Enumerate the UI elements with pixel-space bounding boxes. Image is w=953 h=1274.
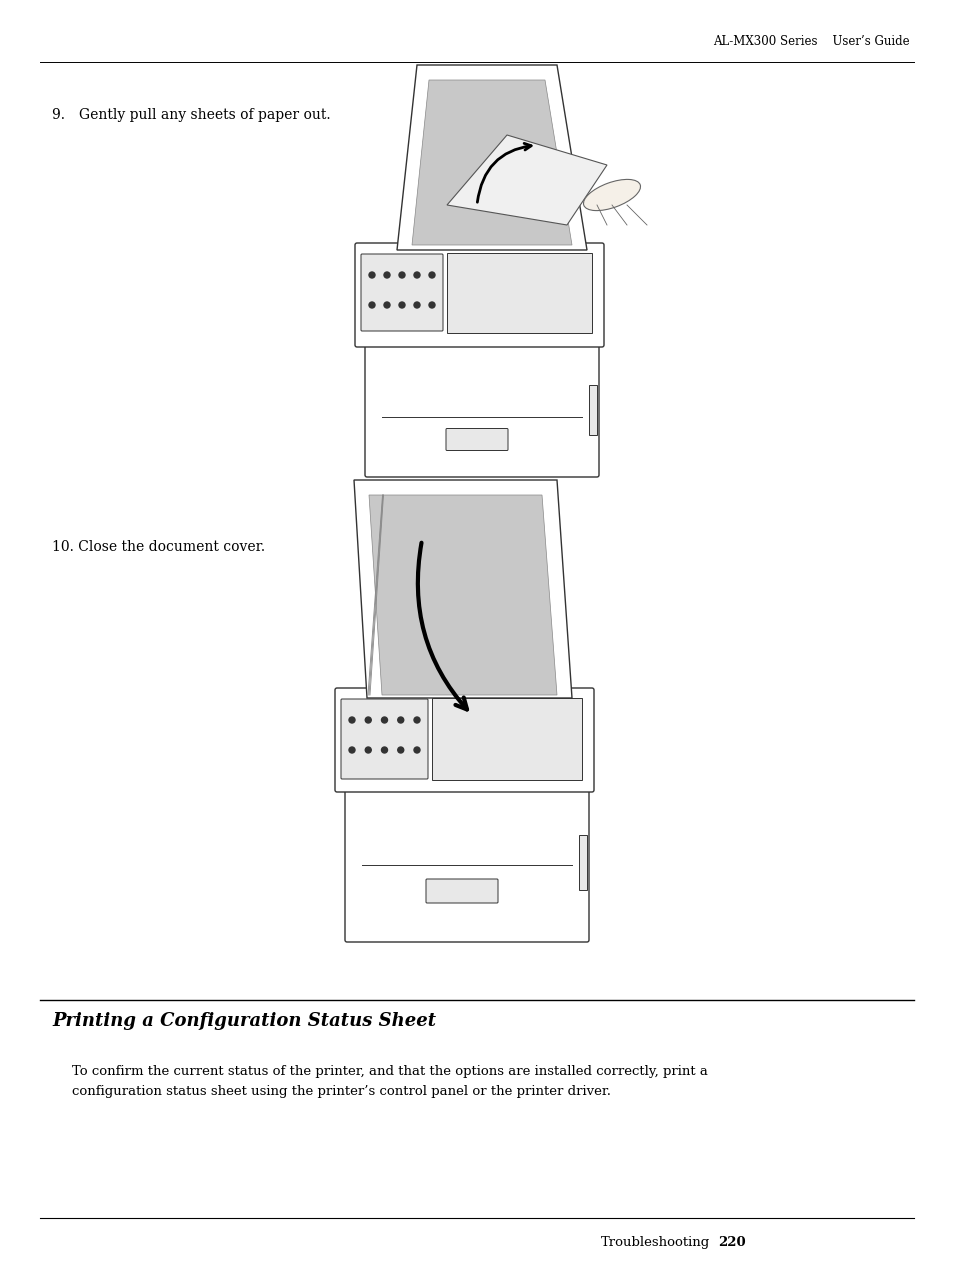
Text: 10. Close the document cover.: 10. Close the document cover.	[52, 540, 265, 554]
Text: 220: 220	[718, 1236, 745, 1249]
Polygon shape	[412, 80, 572, 245]
Circle shape	[398, 302, 405, 308]
Polygon shape	[396, 65, 586, 250]
Polygon shape	[447, 135, 606, 225]
Ellipse shape	[583, 180, 639, 210]
FancyBboxPatch shape	[345, 789, 588, 941]
Circle shape	[414, 717, 419, 724]
Text: Printing a Configuration Status Sheet: Printing a Configuration Status Sheet	[52, 1012, 436, 1029]
Text: AL-MX300 Series    User’s Guide: AL-MX300 Series User’s Guide	[713, 34, 909, 48]
FancyBboxPatch shape	[446, 428, 507, 451]
Circle shape	[381, 717, 387, 724]
FancyBboxPatch shape	[360, 254, 442, 331]
Circle shape	[414, 273, 419, 278]
Circle shape	[369, 273, 375, 278]
Circle shape	[384, 302, 390, 308]
Circle shape	[397, 717, 403, 724]
Circle shape	[397, 747, 403, 753]
Circle shape	[429, 302, 435, 308]
FancyBboxPatch shape	[355, 243, 603, 347]
Bar	[578, 834, 586, 891]
Circle shape	[384, 273, 390, 278]
Text: 9.  Gently pull any sheets of paper out.: 9. Gently pull any sheets of paper out.	[52, 108, 331, 122]
Circle shape	[414, 747, 419, 753]
Text: Troubleshooting: Troubleshooting	[600, 1236, 709, 1249]
Bar	[447, 254, 592, 333]
Bar	[588, 385, 597, 434]
Polygon shape	[354, 480, 572, 698]
Circle shape	[398, 273, 405, 278]
Circle shape	[381, 747, 387, 753]
Circle shape	[365, 717, 371, 724]
Polygon shape	[369, 496, 557, 696]
Circle shape	[349, 717, 355, 724]
FancyBboxPatch shape	[335, 688, 594, 792]
FancyBboxPatch shape	[340, 699, 428, 778]
Text: To confirm the current status of the printer, and that the options are installed: To confirm the current status of the pri…	[71, 1065, 707, 1078]
Circle shape	[365, 747, 371, 753]
Circle shape	[414, 302, 419, 308]
Circle shape	[429, 273, 435, 278]
Bar	[432, 698, 581, 780]
Circle shape	[349, 747, 355, 753]
FancyBboxPatch shape	[426, 879, 497, 903]
FancyBboxPatch shape	[365, 343, 598, 476]
Circle shape	[369, 302, 375, 308]
Text: configuration status sheet using the printer’s control panel or the printer driv: configuration status sheet using the pri…	[71, 1085, 610, 1098]
